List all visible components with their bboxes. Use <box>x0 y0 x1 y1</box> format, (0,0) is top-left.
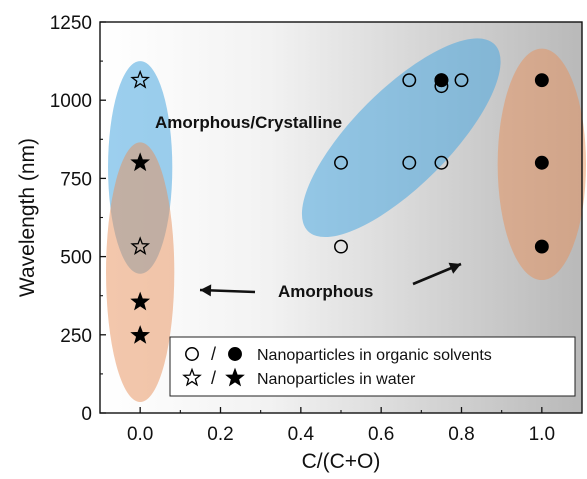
legend-label: Nanoparticles in organic solvents <box>257 347 492 364</box>
point-open-circle <box>334 239 348 254</box>
x-tick-label: 0.0 <box>127 424 153 445</box>
point-filled-star <box>130 291 151 311</box>
point-filled-circle <box>534 155 549 170</box>
arrow-head <box>448 262 461 274</box>
y-tick-label: 1250 <box>50 13 92 34</box>
axis-ticks: 0.0 0.2 0.4 0.6 0.8 1.0 0 250 500 750 1000 1250 <box>50 13 555 445</box>
data-points <box>130 69 549 344</box>
legend-separator: / <box>211 368 216 388</box>
point-open-circle <box>402 73 417 88</box>
arrow-head <box>200 284 212 297</box>
arrow-right <box>412 262 462 286</box>
y-tick-label: 250 <box>60 326 92 347</box>
point-filled-star <box>130 152 151 172</box>
legend-marker-open <box>182 367 202 387</box>
region-orange-left <box>106 142 175 403</box>
y-tick-label: 750 <box>60 169 92 190</box>
point-open-star <box>130 69 151 89</box>
region-blue-right <box>301 38 501 238</box>
annotation-amorphous-crystalline: Amorphous/Crystalline <box>155 113 342 132</box>
legend-box <box>169 336 576 397</box>
annotation-amorphous: Amorphous <box>278 282 373 301</box>
x-tick-label: 1.0 <box>529 424 555 445</box>
region-ellipses <box>106 38 587 403</box>
y-tick-label: 1000 <box>50 91 92 112</box>
x-tick-label: 0.8 <box>448 424 474 445</box>
point-filled-circle <box>534 239 549 254</box>
legend: / Nanoparticles in organic solvents / Nanop… <box>169 336 576 397</box>
x-tick-label: 0.6 <box>368 424 394 445</box>
legend-marker-filled <box>228 347 242 361</box>
point-filled-circle <box>434 73 449 88</box>
legend-marker-filled <box>225 367 245 387</box>
y-axis-label: Wavelength (nm) <box>16 138 39 297</box>
point-filled-star <box>130 325 151 344</box>
y-tick-label: 0 <box>81 404 92 425</box>
point-open-star <box>130 236 151 255</box>
legend-marker-open <box>185 347 199 361</box>
x-tick-label: 0.2 <box>207 424 233 445</box>
legend-separator: / <box>211 344 216 364</box>
x-axis-label: C/(C+O) <box>302 450 381 473</box>
annotations: Amorphous/Crystalline Amorphous <box>155 113 462 301</box>
point-filled-circle <box>534 73 549 88</box>
point-open-circle <box>454 73 469 88</box>
point-open-circle <box>334 155 348 170</box>
legend-label: Nanoparticles in water <box>257 371 416 388</box>
point-open-circle <box>434 155 449 170</box>
arrow-left <box>199 284 256 297</box>
y-tick-label: 500 <box>60 248 92 269</box>
point-open-circle <box>402 155 417 170</box>
x-tick-label: 0.4 <box>288 424 315 445</box>
